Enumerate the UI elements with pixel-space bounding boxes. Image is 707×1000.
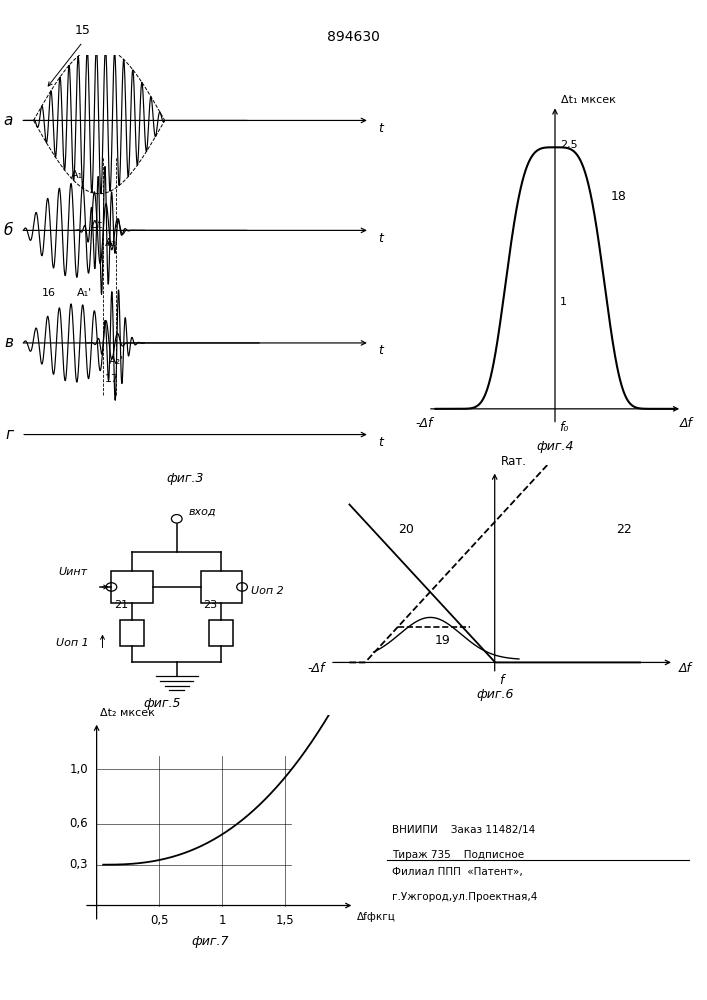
Text: -Δf: -Δf: [416, 417, 433, 430]
Text: а: а: [4, 113, 13, 128]
Text: Δt: Δt: [91, 220, 103, 230]
Text: Тираж 735    Подписное: Тираж 735 Подписное: [392, 850, 525, 860]
Text: 894630: 894630: [327, 30, 380, 44]
Text: ВНИИПИ    Заказ 11482/14: ВНИИПИ Заказ 11482/14: [392, 825, 536, 835]
Text: 0,3: 0,3: [69, 858, 88, 871]
Text: 1: 1: [559, 297, 566, 307]
Text: Uоп 1: Uоп 1: [57, 638, 89, 648]
Text: A₁': A₁': [76, 288, 92, 298]
Text: 2,5: 2,5: [561, 140, 578, 150]
Text: 1,0: 1,0: [69, 763, 88, 776]
Text: в: в: [4, 335, 13, 350]
Text: 21: 21: [115, 600, 129, 610]
Text: A₂': A₂': [110, 356, 124, 366]
Text: Филиал ППП  «Патент»,: Филиал ППП «Патент»,: [392, 867, 523, 877]
Text: фиг.3: фиг.3: [166, 472, 204, 485]
Text: Δt₁ мксек: Δt₁ мксек: [561, 95, 616, 105]
Text: 1,5: 1,5: [276, 914, 295, 927]
Text: фиг.6: фиг.6: [476, 688, 513, 701]
Text: f₀: f₀: [559, 421, 569, 434]
Text: 0,6: 0,6: [69, 817, 88, 830]
Text: 15: 15: [74, 24, 90, 37]
Text: 17: 17: [105, 374, 119, 384]
Text: 23: 23: [204, 600, 218, 610]
Text: t: t: [378, 436, 382, 449]
Bar: [209, 620, 233, 646]
Text: A₂: A₂: [105, 238, 117, 248]
Text: Uинт: Uинт: [59, 567, 88, 577]
Text: фиг.7: фиг.7: [191, 935, 228, 948]
Text: фиг.5: фиг.5: [143, 697, 181, 710]
Text: t: t: [378, 344, 382, 357]
Text: Rат.: Rат.: [501, 455, 527, 468]
Text: 16: 16: [42, 288, 56, 298]
Text: Δt₂ мксек: Δt₂ мксек: [100, 708, 156, 718]
Text: 20: 20: [398, 523, 414, 536]
Text: фиг.4: фиг.4: [536, 440, 574, 453]
Text: б: б: [4, 223, 13, 238]
Text: 0,5: 0,5: [150, 914, 169, 927]
Text: вход: вход: [189, 507, 216, 517]
Bar: [201, 570, 242, 603]
Text: Δfфкгц: Δfфкгц: [357, 912, 396, 922]
Bar: [112, 570, 153, 603]
Text: 18: 18: [611, 190, 627, 203]
Text: Δf: Δf: [679, 662, 691, 675]
Text: -Δf: -Δf: [308, 662, 325, 675]
Text: t: t: [378, 122, 382, 135]
Text: г.Ужгород,ул.Проектная,4: г.Ужгород,ул.Проектная,4: [392, 892, 538, 902]
Text: г: г: [5, 427, 13, 442]
Text: 22: 22: [616, 523, 631, 536]
Text: t: t: [378, 232, 382, 245]
Text: 19: 19: [435, 634, 451, 647]
Text: 1: 1: [218, 914, 226, 927]
Text: f: f: [500, 674, 504, 687]
Text: Uоп 2: Uоп 2: [251, 586, 284, 596]
Text: Δf: Δf: [679, 417, 692, 430]
Text: A₁: A₁: [71, 170, 83, 180]
Bar: [120, 620, 144, 646]
